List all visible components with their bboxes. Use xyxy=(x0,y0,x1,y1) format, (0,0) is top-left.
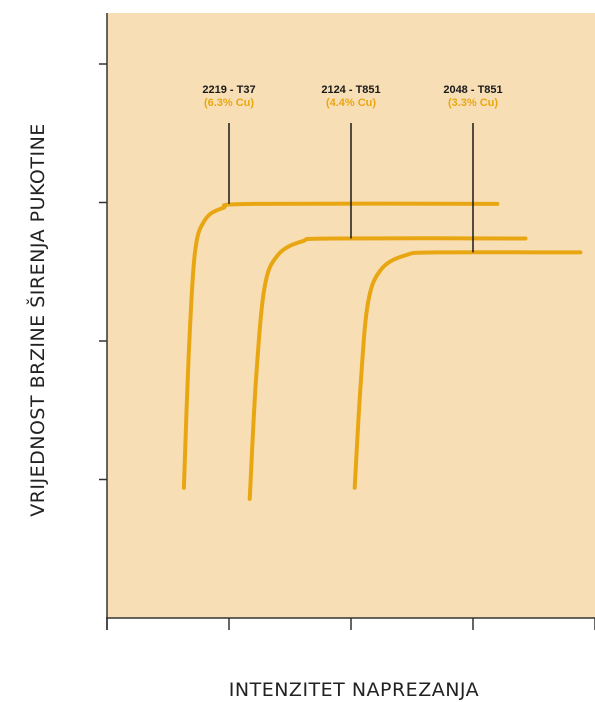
x-axis-label: INTENZITET NAPREZANJA xyxy=(229,679,479,701)
axes xyxy=(99,13,595,630)
series-name-label: 2124 - T851 xyxy=(321,84,380,96)
series-name-label: 2219 - T37 xyxy=(202,84,255,96)
plot-area xyxy=(107,13,595,618)
y-axis-label: VRIJEDNOST BRZINE ŠIRENJA PUKOTINE xyxy=(25,123,49,517)
series-annotation-label: (4.4% Cu) xyxy=(326,97,376,109)
series-annotation-label: (6.3% Cu) xyxy=(204,97,254,109)
series-labels: 2219 - T37(6.3% Cu) 2124 - T851(4.4% Cu) 2… xyxy=(202,84,503,253)
series-annotation-label: (3.3% Cu) xyxy=(448,97,498,109)
curve-2 xyxy=(247,236,528,501)
curve-3 xyxy=(352,250,583,490)
series-name-label: 2048 - T851 xyxy=(443,84,502,96)
curves xyxy=(181,201,583,501)
curve-1 xyxy=(181,201,500,490)
